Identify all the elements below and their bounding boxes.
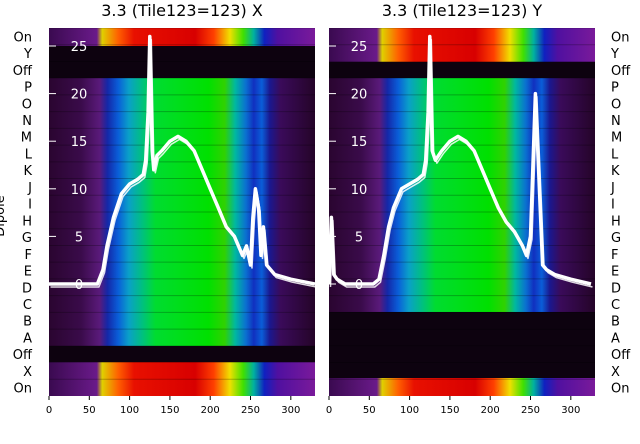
row-label: Y <box>610 47 619 62</box>
row-label: X <box>611 365 620 380</box>
y-tick-label: 10 <box>351 183 368 198</box>
row-label: X <box>23 365 32 380</box>
panel-x-spectrum-band <box>49 78 315 346</box>
row-label: Off <box>13 64 33 79</box>
panel-x-top-band <box>49 28 315 46</box>
panel-x-overlay-line-shadow <box>50 38 315 288</box>
row-label: J <box>27 181 32 196</box>
y-tick-label: 20 <box>351 88 368 103</box>
row-label: M <box>611 131 622 146</box>
panel-y: 3.3 (Tile123=123) Y 0 5 10 15 20 25 0 50 100 150… <box>326 1 595 416</box>
panel-x: 3.3 (Tile123=123) X 0 5 10 15 20 25 0 50 100 150… <box>46 1 315 416</box>
row-label: E <box>24 265 32 280</box>
row-label: O <box>611 97 621 112</box>
y-tick-label: 15 <box>71 135 88 150</box>
row-label: O <box>22 97 32 112</box>
x-tick-label: 300 <box>281 405 300 416</box>
row-label: J <box>610 181 615 196</box>
row-label: Y <box>23 47 32 62</box>
x-tick-label: 150 <box>440 405 459 416</box>
row-label: On <box>14 30 32 45</box>
x-tick-label: 150 <box>160 405 179 416</box>
y-tick-label: 5 <box>355 230 363 245</box>
panel-x-overlay-line <box>49 34 315 286</box>
row-label: B <box>23 315 32 330</box>
row-label: P <box>611 81 619 96</box>
row-label: E <box>611 265 619 280</box>
x-tick-label: 300 <box>561 405 580 416</box>
row-label: M <box>21 131 32 146</box>
row-label: G <box>611 231 621 246</box>
panel-y-title: 3.3 (Tile123=123) Y <box>382 1 543 20</box>
row-label: On <box>14 382 32 397</box>
x-tick-label: 200 <box>201 405 220 416</box>
row-label: B <box>611 315 620 330</box>
row-label: F <box>611 248 618 263</box>
row-label: D <box>611 281 621 296</box>
x-tick-label: 250 <box>521 405 540 416</box>
panel-x-off-row-top <box>49 46 315 78</box>
row-label: A <box>611 331 620 346</box>
panel-y-off-row-bottom <box>329 312 595 378</box>
y-tick-label: 25 <box>351 40 368 55</box>
x-tick-label: 50 <box>363 405 376 416</box>
x-tick-label: 100 <box>120 405 139 416</box>
x-tick-label: 50 <box>83 405 96 416</box>
row-label: I <box>28 198 32 213</box>
row-label: C <box>611 298 620 313</box>
panel-y-off-row-top <box>329 62 595 78</box>
row-label: H <box>611 214 621 229</box>
x-tick-label: 200 <box>481 405 500 416</box>
panel-x-title: 3.3 (Tile123=123) X <box>101 1 263 20</box>
panel-y-bottom-band <box>329 378 595 396</box>
row-label: On <box>611 382 629 397</box>
row-label: Off <box>611 64 631 79</box>
panel-y-overlay-line-shadow <box>329 38 593 288</box>
panel-y-row-stripes <box>329 28 595 380</box>
y-tick-label: 20 <box>71 88 88 103</box>
panel-x-bottom-band <box>49 362 315 396</box>
x-tick-label: 0 <box>326 405 332 416</box>
row-label: Off <box>611 348 631 363</box>
row-label: A <box>23 331 32 346</box>
y-tick-label: 5 <box>75 230 83 245</box>
panel-x-x-axis: 0 50 100 150 200 250 300 <box>46 396 300 416</box>
row-label: N <box>22 114 32 129</box>
y-tick-label: 25 <box>71 40 88 55</box>
row-label: F <box>25 248 32 263</box>
y-tick-label: 10 <box>71 183 88 198</box>
row-label: K <box>611 164 620 179</box>
dipole-axis-label: Dipole <box>0 195 8 236</box>
row-label: K <box>23 164 32 179</box>
y-tick-label: 15 <box>351 135 368 150</box>
row-label: P <box>24 81 32 96</box>
row-label: L <box>25 147 33 162</box>
x-tick-label: 100 <box>400 405 419 416</box>
panel-y-x-axis: 0 50 100 150 200 250 300 <box>326 396 580 416</box>
x-tick-label: 0 <box>46 405 52 416</box>
row-label: G <box>22 231 32 246</box>
row-label: N <box>611 114 621 129</box>
panel-x-off-row-bottom <box>49 346 315 362</box>
panel-y-top-band <box>329 28 595 62</box>
row-label: D <box>22 281 32 296</box>
row-label: On <box>611 30 629 45</box>
row-label: Off <box>13 348 33 363</box>
row-label: L <box>611 147 619 162</box>
row-label: C <box>23 298 32 313</box>
x-tick-label: 250 <box>241 405 260 416</box>
panel-x-row-stripes <box>49 28 315 380</box>
row-label: H <box>22 214 32 229</box>
row-label: I <box>611 198 615 213</box>
panel-y-spectrum-band <box>329 78 595 346</box>
